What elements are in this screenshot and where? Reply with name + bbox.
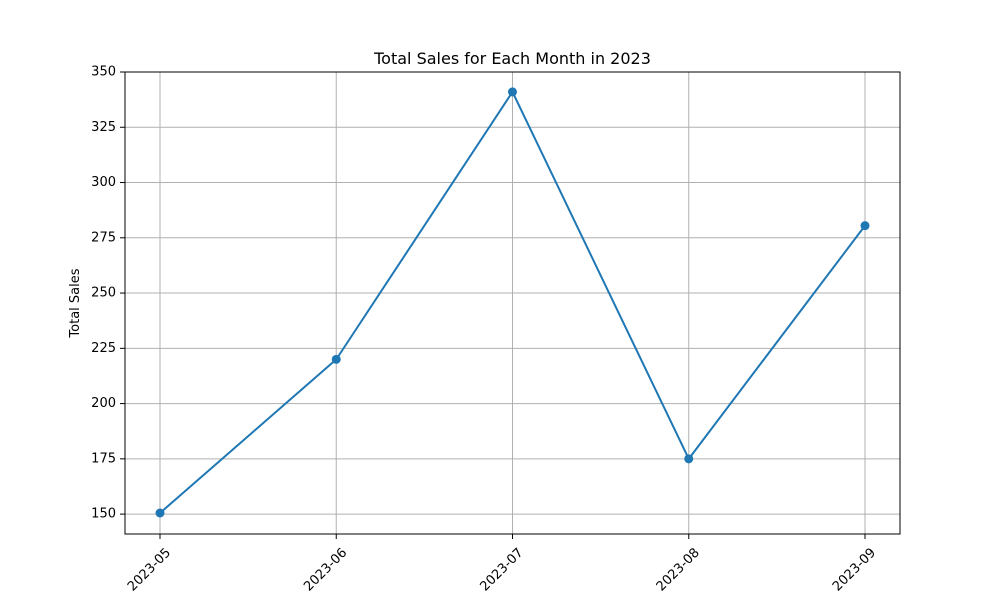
y-tick-label: 175 xyxy=(91,451,116,466)
y-tick-label: 150 xyxy=(91,507,116,522)
y-axis-title: Total Sales xyxy=(68,268,83,338)
y-tick-label: 325 xyxy=(91,120,116,135)
data-point xyxy=(331,354,341,364)
y-tick-label: 200 xyxy=(91,396,116,411)
chart-title: Total Sales for Each Month in 2023 xyxy=(373,49,651,68)
y-tick-label: 225 xyxy=(91,341,116,356)
data-point xyxy=(155,508,165,518)
y-tick-label: 300 xyxy=(91,175,116,190)
y-tick-label: 250 xyxy=(91,286,116,301)
data-point xyxy=(860,221,870,231)
data-point xyxy=(508,87,517,97)
series-layer xyxy=(155,87,870,518)
y-tick-label: 350 xyxy=(91,65,116,80)
data-point xyxy=(684,454,694,464)
y-tick-label: 275 xyxy=(91,230,116,245)
